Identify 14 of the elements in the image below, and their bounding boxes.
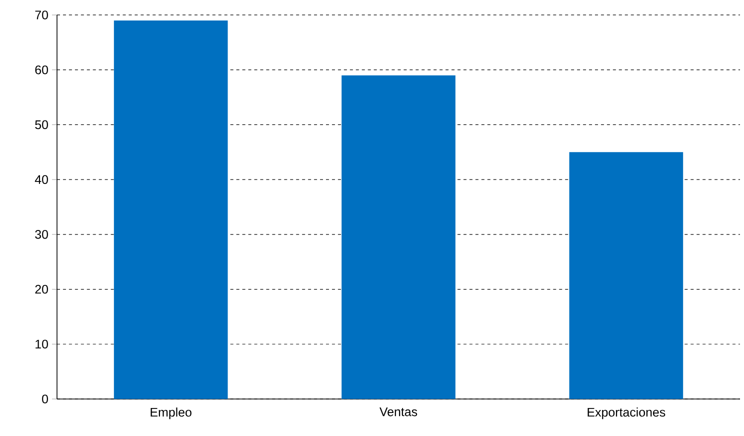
y-tick-label: 0 [42, 394, 48, 404]
y-tick-label: 10 [36, 340, 48, 349]
y-tick-label: 60 [35, 65, 48, 74]
bar [114, 20, 228, 399]
x-tick-label: Exportaciones [588, 407, 666, 420]
y-tick-label: 20 [35, 284, 48, 294]
y-tick-label: 50 [35, 120, 48, 130]
y-tick-label: 40 [34, 175, 48, 184]
bar [342, 75, 456, 399]
x-tick-label: Empleo [150, 407, 192, 420]
y-tick-label: 70 [35, 10, 48, 20]
bar [569, 152, 684, 399]
x-tick-label: Ventas [380, 408, 418, 416]
y-tick-label: 30 [35, 230, 48, 239]
